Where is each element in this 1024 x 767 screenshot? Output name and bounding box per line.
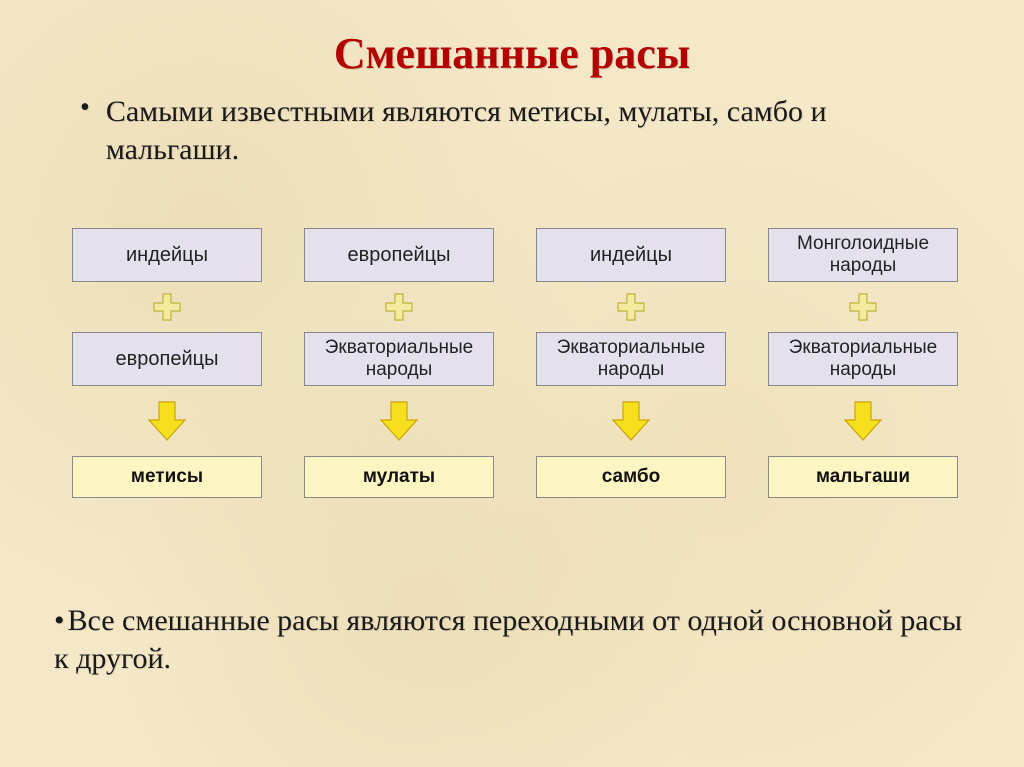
bullet-marker: • — [54, 602, 65, 640]
result-box: метисы — [72, 456, 262, 498]
result-box: мальгаши — [768, 456, 958, 498]
diagram-area: индейцы европейцы метисыевропейцы Эквато… — [0, 228, 1024, 568]
result-box: мулаты — [304, 456, 494, 498]
arrow-connector — [147, 400, 187, 442]
arrow-down-icon — [843, 400, 883, 442]
arrow-down-icon — [379, 400, 419, 442]
plus-connector — [152, 292, 182, 322]
plus-icon — [384, 292, 414, 322]
source-box-top: индейцы — [536, 228, 726, 282]
diagram-column: европейцы Экваториальные народы мулаты — [294, 228, 504, 498]
page-title: Смешанные расы — [0, 0, 1024, 79]
result-box: самбо — [536, 456, 726, 498]
plus-icon — [848, 292, 878, 322]
footer-bullet-row: •Все смешанные расы являются переходными… — [54, 602, 984, 677]
source-box-mid: Экваториальные народы — [768, 332, 958, 386]
source-box-mid: Экваториальные народы — [304, 332, 494, 386]
source-box-mid: Экваториальные народы — [536, 332, 726, 386]
arrow-down-icon — [147, 400, 187, 442]
intro-bullet-row: • Самыми известными являются метисы, мул… — [0, 79, 1024, 168]
bullet-marker: • — [80, 93, 90, 124]
source-box-top: европейцы — [304, 228, 494, 282]
arrow-connector — [379, 400, 419, 442]
intro-text: Самыми известными являются метисы, мулат… — [106, 93, 964, 168]
source-box-top: Монголоидные народы — [768, 228, 958, 282]
diagram-column: индейцы европейцы метисы — [62, 228, 272, 498]
plus-connector — [384, 292, 414, 322]
diagram-column: индейцы Экваториальные народы самбо — [526, 228, 736, 498]
plus-icon — [616, 292, 646, 322]
arrow-down-icon — [611, 400, 651, 442]
plus-connector — [848, 292, 878, 322]
plus-icon — [152, 292, 182, 322]
arrow-connector — [843, 400, 883, 442]
plus-connector — [616, 292, 646, 322]
footer-text: Все смешанные расы являются переходными … — [54, 604, 962, 675]
source-box-mid: европейцы — [72, 332, 262, 386]
source-box-top: индейцы — [72, 228, 262, 282]
diagram-column: Монголоидные народы Экваториальные народ… — [758, 228, 968, 498]
arrow-connector — [611, 400, 651, 442]
